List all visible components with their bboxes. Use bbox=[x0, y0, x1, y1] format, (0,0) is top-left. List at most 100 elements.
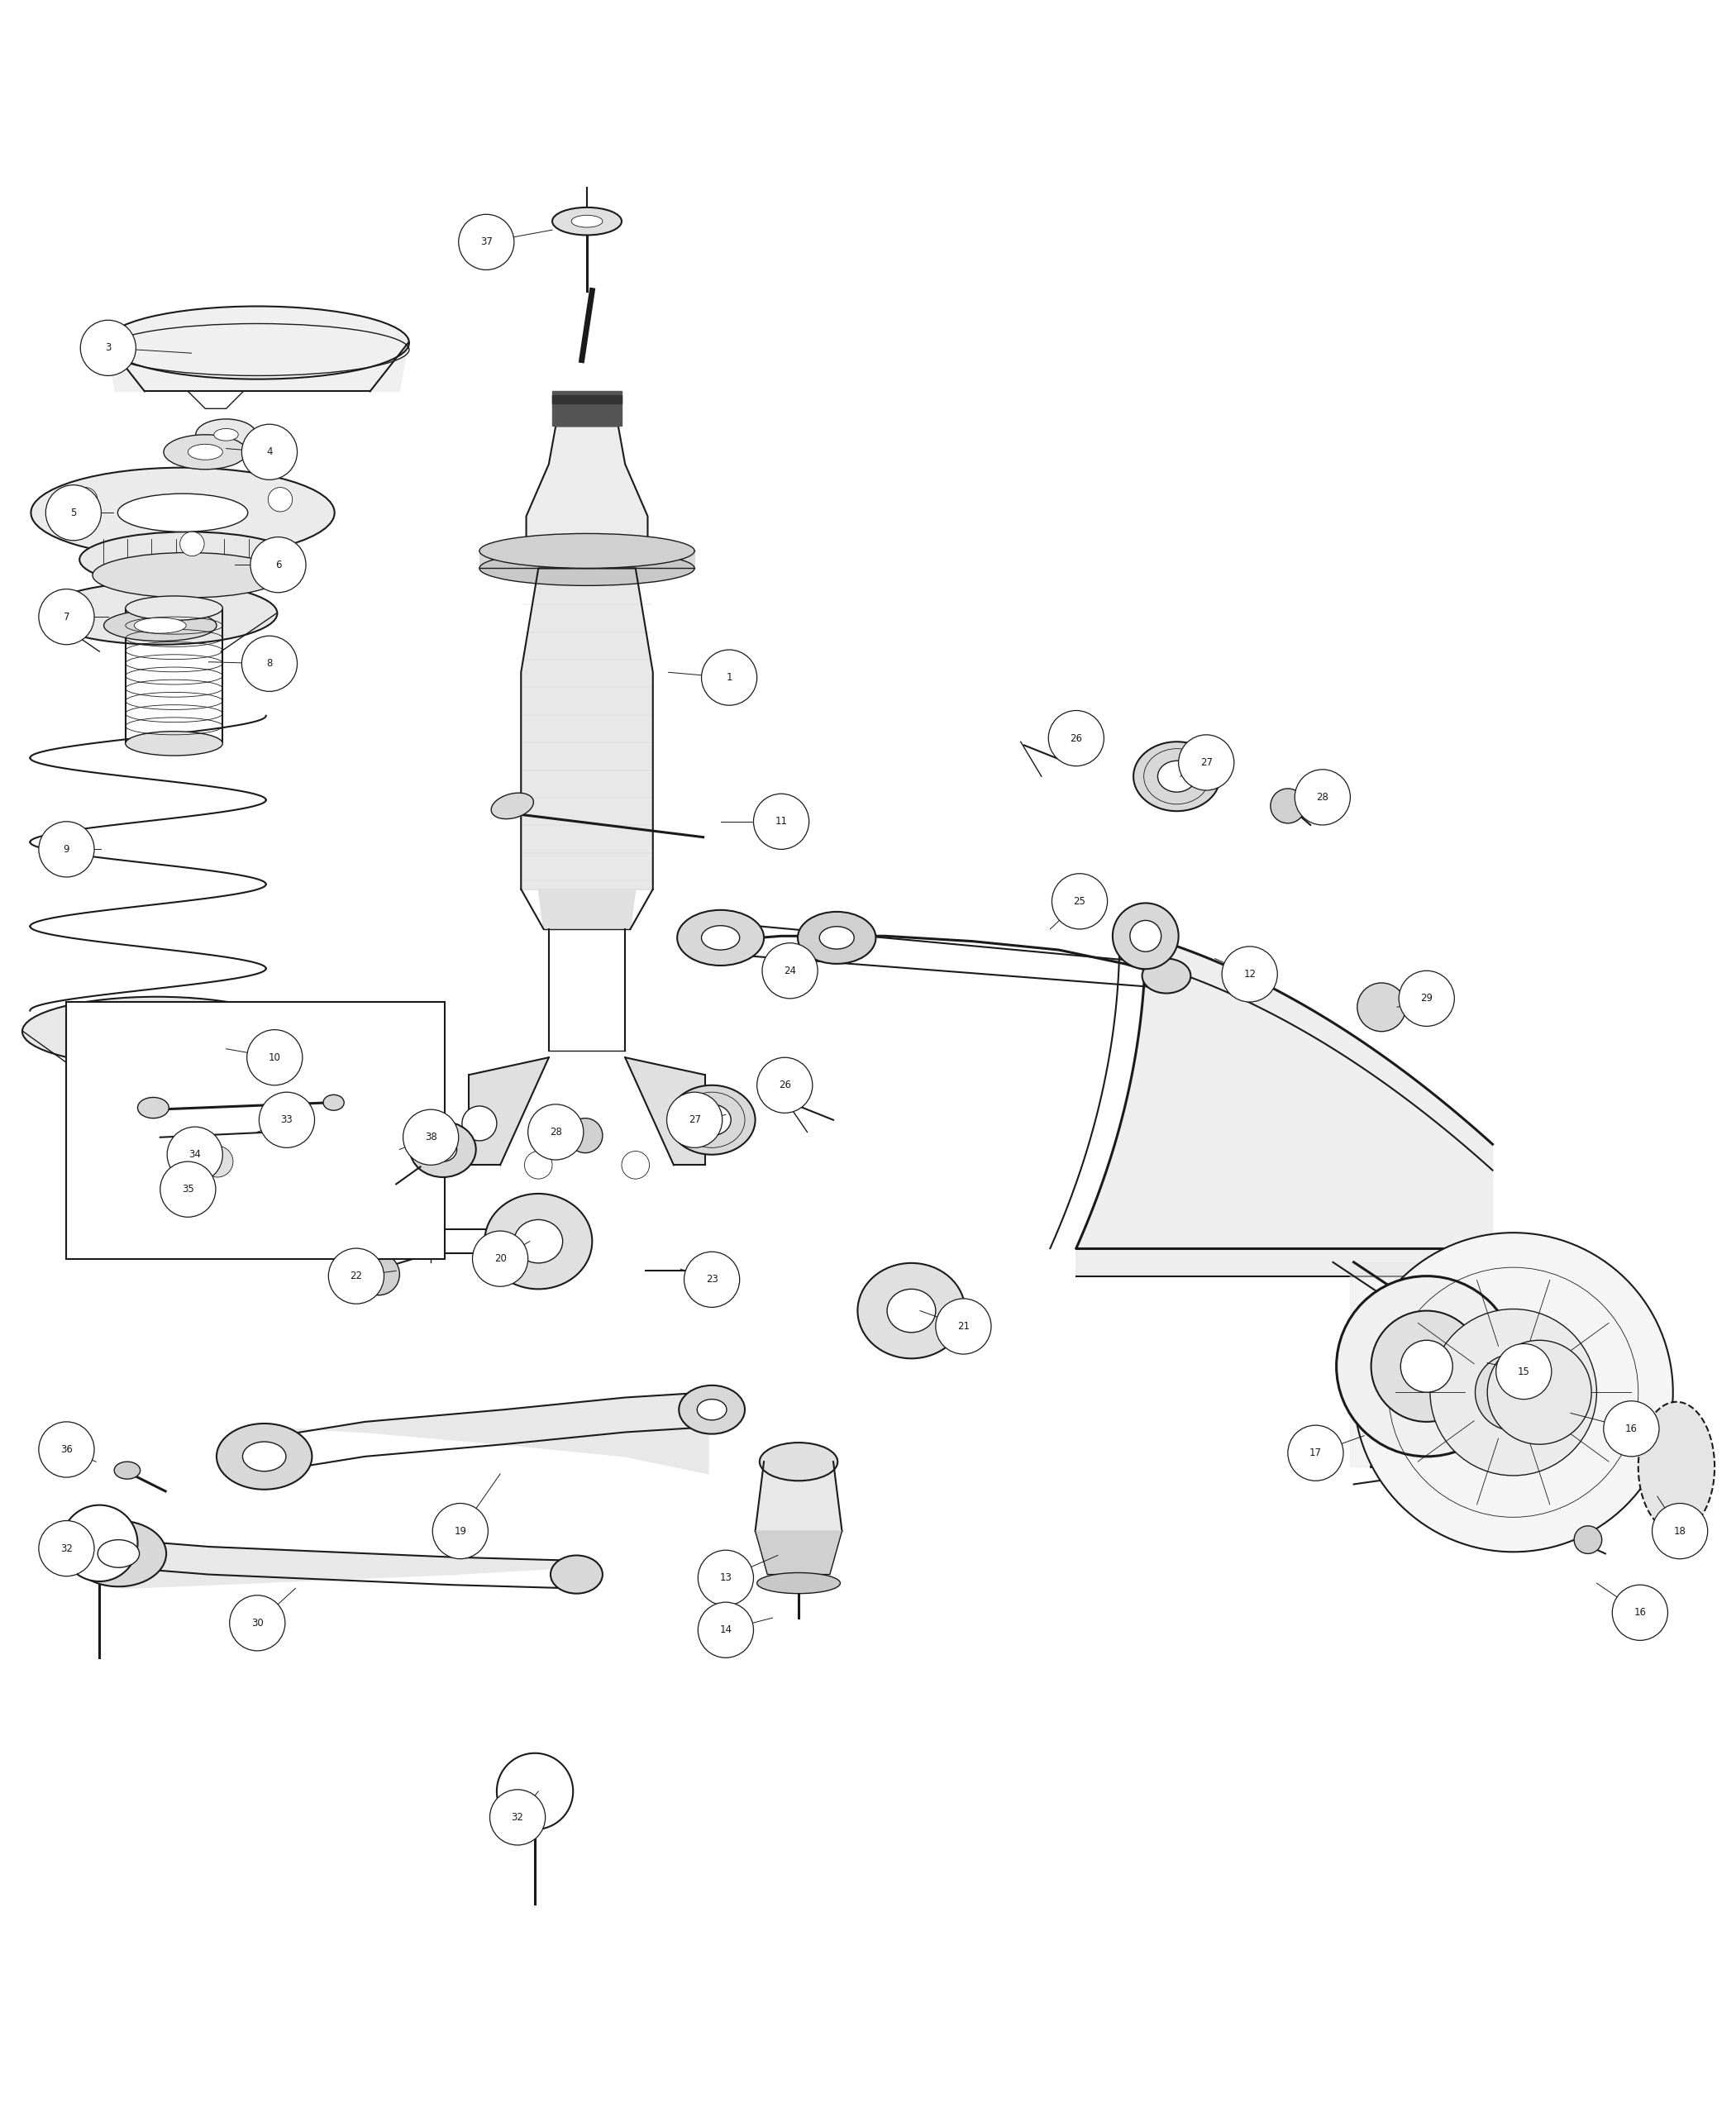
Circle shape bbox=[259, 1092, 314, 1147]
Text: 33: 33 bbox=[281, 1115, 293, 1126]
Ellipse shape bbox=[550, 1556, 602, 1594]
Ellipse shape bbox=[125, 731, 222, 755]
Ellipse shape bbox=[196, 419, 257, 451]
Ellipse shape bbox=[323, 1094, 344, 1111]
Text: 28: 28 bbox=[1316, 793, 1328, 803]
Ellipse shape bbox=[757, 1573, 840, 1594]
Text: 29: 29 bbox=[1420, 993, 1432, 1003]
Circle shape bbox=[762, 942, 818, 999]
Text: 17: 17 bbox=[1309, 1448, 1321, 1459]
Ellipse shape bbox=[479, 550, 694, 586]
Circle shape bbox=[1288, 1425, 1344, 1480]
Circle shape bbox=[1337, 1275, 1517, 1457]
Polygon shape bbox=[521, 890, 653, 930]
Text: 22: 22 bbox=[351, 1271, 363, 1282]
Text: 20: 20 bbox=[495, 1254, 507, 1265]
Polygon shape bbox=[106, 344, 408, 392]
Ellipse shape bbox=[858, 1263, 965, 1358]
Circle shape bbox=[490, 1790, 545, 1844]
Ellipse shape bbox=[118, 493, 248, 531]
Text: 14: 14 bbox=[719, 1625, 733, 1636]
Circle shape bbox=[684, 1252, 740, 1307]
Circle shape bbox=[701, 649, 757, 706]
Circle shape bbox=[1653, 1503, 1708, 1558]
Circle shape bbox=[38, 1421, 94, 1478]
Circle shape bbox=[677, 1107, 712, 1140]
Ellipse shape bbox=[106, 306, 410, 379]
Ellipse shape bbox=[1142, 959, 1191, 993]
Ellipse shape bbox=[694, 1261, 722, 1282]
Text: 36: 36 bbox=[61, 1444, 73, 1455]
Circle shape bbox=[250, 538, 306, 592]
Ellipse shape bbox=[693, 1105, 731, 1136]
Text: 32: 32 bbox=[512, 1813, 524, 1823]
Ellipse shape bbox=[552, 207, 621, 236]
Ellipse shape bbox=[125, 597, 222, 620]
Text: 16: 16 bbox=[1634, 1606, 1646, 1619]
Ellipse shape bbox=[78, 1029, 234, 1069]
Circle shape bbox=[1399, 970, 1455, 1027]
Circle shape bbox=[181, 531, 205, 557]
Text: 35: 35 bbox=[182, 1185, 194, 1195]
Ellipse shape bbox=[187, 445, 222, 460]
Circle shape bbox=[1271, 788, 1305, 824]
Text: 38: 38 bbox=[425, 1132, 437, 1143]
Text: 7: 7 bbox=[64, 611, 69, 622]
Ellipse shape bbox=[163, 434, 247, 470]
Text: 37: 37 bbox=[481, 236, 493, 247]
Ellipse shape bbox=[760, 1442, 838, 1480]
Circle shape bbox=[61, 1505, 137, 1581]
Circle shape bbox=[1222, 946, 1278, 1001]
Text: 5: 5 bbox=[71, 508, 76, 519]
Ellipse shape bbox=[799, 913, 875, 963]
Circle shape bbox=[698, 1549, 753, 1606]
Polygon shape bbox=[479, 550, 694, 569]
Polygon shape bbox=[1351, 1263, 1427, 1467]
Polygon shape bbox=[1401, 1345, 1510, 1387]
Polygon shape bbox=[552, 394, 621, 403]
Text: 11: 11 bbox=[774, 816, 788, 826]
Ellipse shape bbox=[491, 793, 533, 818]
Circle shape bbox=[172, 1159, 203, 1191]
Circle shape bbox=[45, 485, 101, 540]
Circle shape bbox=[496, 1754, 573, 1830]
Circle shape bbox=[1295, 769, 1351, 824]
Circle shape bbox=[328, 1248, 384, 1305]
Ellipse shape bbox=[479, 533, 694, 569]
Ellipse shape bbox=[887, 1290, 936, 1332]
Ellipse shape bbox=[429, 1138, 457, 1162]
Ellipse shape bbox=[104, 609, 217, 641]
Ellipse shape bbox=[1113, 902, 1179, 970]
Text: 19: 19 bbox=[455, 1526, 467, 1537]
Circle shape bbox=[698, 1602, 753, 1657]
Text: 26: 26 bbox=[778, 1079, 792, 1090]
Circle shape bbox=[1401, 1341, 1453, 1391]
Text: 6: 6 bbox=[274, 559, 281, 569]
Circle shape bbox=[458, 215, 514, 270]
Circle shape bbox=[1575, 1526, 1602, 1554]
Ellipse shape bbox=[819, 928, 854, 949]
Text: 13: 13 bbox=[720, 1573, 733, 1583]
Text: 34: 34 bbox=[189, 1149, 201, 1159]
Ellipse shape bbox=[514, 1221, 562, 1263]
Circle shape bbox=[1604, 1402, 1660, 1457]
Polygon shape bbox=[552, 392, 621, 426]
Text: 30: 30 bbox=[252, 1617, 264, 1627]
Text: 15: 15 bbox=[1517, 1366, 1529, 1377]
Circle shape bbox=[472, 1231, 528, 1286]
Ellipse shape bbox=[668, 1086, 755, 1155]
Text: 25: 25 bbox=[1073, 896, 1085, 906]
Circle shape bbox=[1613, 1585, 1668, 1640]
Circle shape bbox=[1358, 982, 1406, 1031]
Circle shape bbox=[936, 1299, 991, 1353]
Polygon shape bbox=[122, 1539, 573, 1587]
Text: 3: 3 bbox=[106, 341, 111, 354]
Polygon shape bbox=[469, 1058, 549, 1166]
Text: 8: 8 bbox=[266, 658, 273, 668]
Circle shape bbox=[432, 1503, 488, 1558]
Circle shape bbox=[160, 1162, 215, 1216]
Circle shape bbox=[524, 1151, 552, 1178]
Circle shape bbox=[568, 1117, 602, 1153]
Text: 27: 27 bbox=[1200, 757, 1212, 767]
Circle shape bbox=[1488, 1341, 1592, 1444]
